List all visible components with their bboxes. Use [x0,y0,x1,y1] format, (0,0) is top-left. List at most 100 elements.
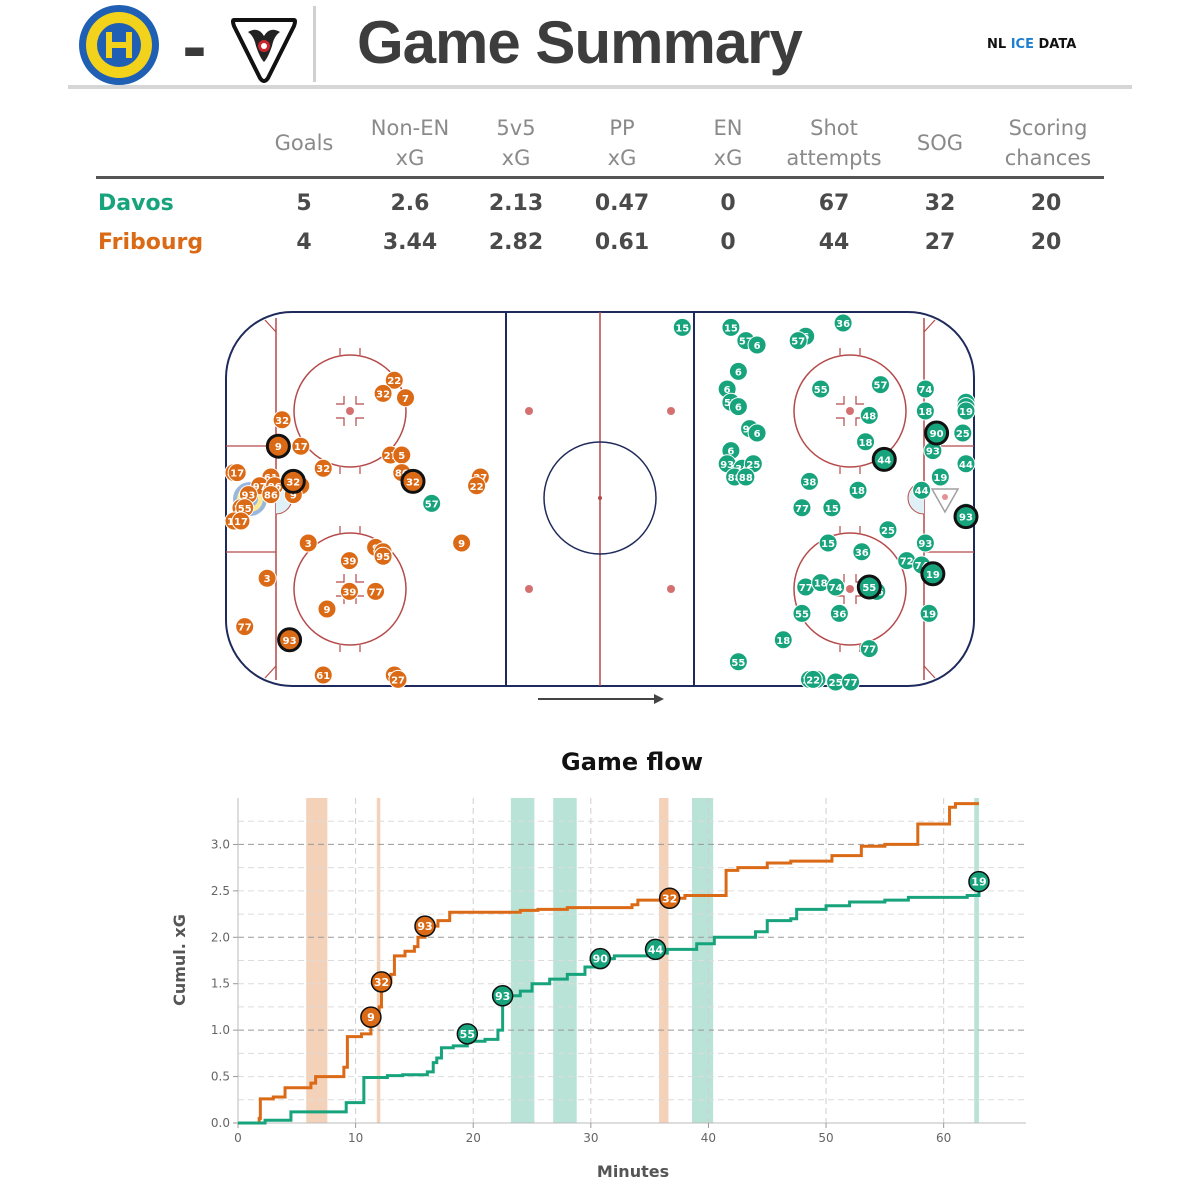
shot-player-number: 27 [384,451,398,462]
shot-marker: 9 [452,533,472,553]
shot-marker: 19 [919,603,939,623]
shot-marker: 57 [422,493,442,513]
table-cell: 32 [924,191,956,216]
col-header-shot-attempts: Shot attempts [786,116,882,170]
power-play-bands [306,798,979,1123]
shot-player-number: 55 [814,385,828,396]
shot-player-number: 77 [799,583,813,594]
goal-shot-marker: 93 [277,627,303,653]
table-cell: 67 [818,191,850,216]
shot-dot [953,423,973,443]
goal-shot-marker: 93 [953,504,979,530]
goal-dot [491,985,514,1007]
shot-player-number: 93 [720,460,734,471]
shot-player-number: 93 [918,539,932,550]
goal-shot-marker: 19 [920,561,946,587]
goal-marker: 93 [491,985,514,1007]
shot-dot [871,446,897,472]
shot-dot [313,665,333,685]
shot-dot [859,639,879,659]
shot-dot [747,423,767,443]
shot-marker: 18 [773,630,793,650]
shot-dot [792,603,812,623]
shot-dot [833,313,853,333]
shot-dot [272,410,292,430]
shot-player-number: 36 [832,609,846,620]
shot-player-number: 93 [959,513,973,524]
shot-marker: 6 [747,335,767,355]
shot-dot [452,533,472,553]
shot-dot [915,401,935,421]
shot-dot [919,603,939,623]
goal-marker: 32 [658,887,681,910]
power-play-band [553,798,577,1123]
shot-dot [829,603,849,623]
shot-marker: 3 [257,568,277,588]
shot-marker: 44 [956,454,976,474]
goal-dot [360,1006,382,1028]
table-cell: 20 [1030,191,1062,216]
col-header-goals: Goals [274,131,334,155]
shot-dot [915,533,935,553]
shot-dot [373,546,393,566]
shot-marker: 39 [339,581,359,601]
goal-player-number: 19 [971,876,986,889]
shot-player-number: 19 [926,570,940,581]
shot-player-number: 32 [376,389,390,400]
shot-player-number: 15 [675,323,689,334]
x-tick-label: 50 [818,1131,833,1145]
shot-player-number: 74 [918,385,932,396]
shot-player-number: 18 [851,486,865,497]
cumulative-xg-lines [238,802,981,1125]
shot-player-number: 39 [342,587,356,598]
shot-marker: 57 [871,375,890,395]
game-flow-chart: Game flow Minutes Cumul. xG 0.0 0.5 1.0 1.5… [170,748,1026,1181]
chart-grid [238,798,1026,1123]
col-header-nonen-xg: Non-EN xG [370,116,450,170]
shot-player-number: 18 [776,636,790,647]
shot-marker: 15 [818,533,838,553]
shot-player-number: 36 [836,319,850,330]
shot-marker: 36 [829,603,849,623]
table-cell: 2.6 [390,191,430,216]
shot-dot [728,652,748,672]
table-cell: 2.82 [488,230,544,255]
power-play-band [974,798,979,1123]
x-tick-label: 0 [234,1131,242,1145]
shot-marker: 9 [317,599,337,619]
shot-marker: 25 [953,423,973,443]
shot-player-number: 22 [470,482,484,493]
shot-marker: 22 [467,476,487,496]
shot-dot [915,379,935,399]
shot-dot [871,375,890,395]
shot-dot [672,317,692,337]
shot-dot [400,468,426,494]
chart-axes: 0.0 0.5 1.0 1.5 2.0 2.5 3.0 0 10 20 30 40 50 60 [211,798,1026,1145]
col-header-en-xg: EN xG [713,116,743,170]
shot-dot [721,317,741,337]
shot-dot [467,476,487,496]
shot-player-number: 77 [844,678,858,689]
shot-player-number: 32 [275,416,289,427]
shot-player-number: 25 [829,678,843,689]
shot-player-number: 17 [234,517,248,528]
goal-player-number: 90 [593,953,609,966]
shot-player-number: 72 [900,557,914,568]
table-cell: 0 [720,191,736,216]
shot-player-number: 93 [926,447,940,458]
shot-dot [859,405,879,425]
shot-dot [231,511,251,531]
x-tick-label: 20 [466,1131,481,1145]
table-cell: 2.13 [488,191,544,216]
shot-player-number: 19 [959,407,973,418]
shot-dot [803,669,823,689]
shot-marker: 5 [392,445,412,465]
shot-player-number: 36 [855,548,869,559]
shot-player-number: 18 [859,438,873,449]
shot-marker: 32 [373,383,393,403]
shot-dot [291,436,311,456]
shot-dot [422,493,442,513]
shot-player-number: 77 [238,623,252,634]
shot-dot [339,551,359,571]
shot-marker: 27 [388,669,408,689]
